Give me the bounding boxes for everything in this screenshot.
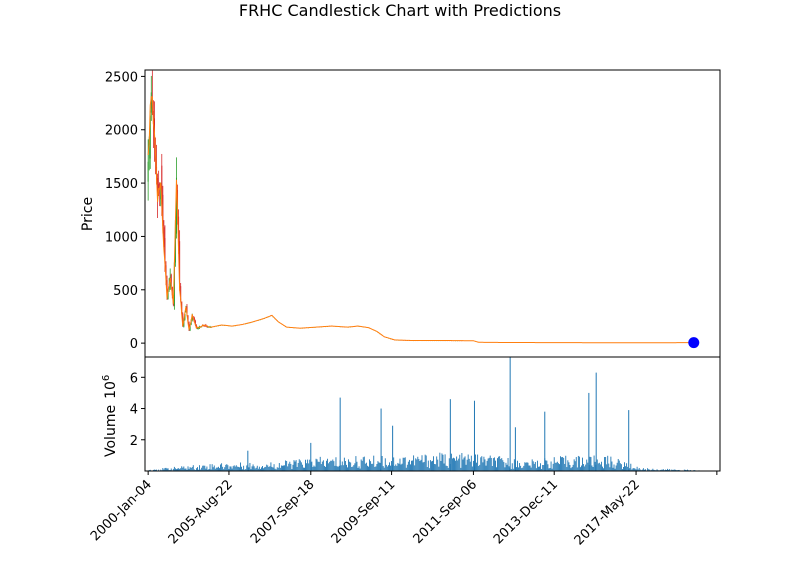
- candle-body: [149, 115, 151, 159]
- candle-body: [167, 291, 169, 300]
- price-ytick-label: 1000: [105, 230, 138, 245]
- candle-body: [204, 325, 206, 327]
- price-ylabel: Price: [80, 197, 96, 231]
- x-tick-label: 2013-Dec-11: [491, 477, 561, 547]
- x-tick-label: 2005-Aug-22: [166, 477, 236, 547]
- candle-body: [166, 280, 168, 299]
- candle-body: [150, 92, 152, 113]
- x-tick-label: 2000-Jan-04: [88, 477, 155, 544]
- candle-body: [194, 321, 196, 325]
- volume-ytick-label: 6: [130, 371, 138, 386]
- price-plot-area: 0 500 1000 1500 2000 2500: [105, 70, 700, 352]
- candle-body: [162, 194, 164, 226]
- volume-ylabel: Volume 106: [101, 375, 119, 457]
- volume-ytick-label: 4: [130, 403, 138, 418]
- candle-body: [206, 326, 208, 327]
- x-tick-label: 2009-Sep-11: [329, 477, 399, 547]
- volume-ytick-label: 2: [130, 434, 138, 449]
- candle-body: [191, 315, 193, 321]
- candle-body: [189, 325, 191, 331]
- candle-body: [159, 183, 161, 189]
- prediction-point: [688, 337, 700, 349]
- x-tick-label: 2007-Sep-18: [248, 477, 318, 547]
- volume-axes-frame: [144, 356, 721, 472]
- price-ytick-label: 500: [113, 284, 138, 299]
- price-axes-frame: [144, 69, 721, 358]
- candle-body: [179, 241, 181, 288]
- candle-body: [147, 161, 149, 182]
- x-tick-label: 2011-Sep-06: [411, 477, 481, 547]
- candle-body: [161, 165, 163, 205]
- candle-body: [182, 313, 184, 327]
- price-ytick-label: 0: [130, 337, 138, 352]
- candle-body: [184, 313, 186, 320]
- candle-body: [163, 227, 165, 248]
- price-ytick-label: 2000: [105, 124, 138, 139]
- candle-body: [164, 238, 166, 265]
- price-panel: 0 500 1000 1500 2000 2500 Price: [80, 69, 721, 358]
- price-ytick-label: 2500: [105, 70, 138, 85]
- candle-body: [196, 327, 198, 329]
- volume-ylabel-text: Volume: [103, 405, 119, 457]
- volume-scale-base: 10: [103, 381, 119, 399]
- candle-body: [170, 274, 172, 287]
- candle-body: [180, 286, 182, 301]
- chart-title: FRHC Candlestick Chart with Predictions: [239, 1, 561, 20]
- svg-text:Volume106: Volume 106: [101, 375, 119, 457]
- x-tick-label: 2017-May-22: [572, 477, 643, 548]
- candle-body: [173, 262, 175, 307]
- candle-body: [157, 178, 159, 200]
- close-price-line: [147, 96, 694, 344]
- volume-plot-area: 2 4 6: [130, 357, 700, 471]
- candle-body: [175, 177, 177, 234]
- volume-scale-exponent: 6: [101, 375, 112, 381]
- volume-panel: 246 Volume106: [101, 356, 721, 472]
- candle-body: [193, 318, 195, 322]
- x-axis: 2000-Jan-04 2005-Aug-22 2007-Sep-18 2009-Se…: [88, 471, 718, 548]
- price-ytick-label: 1500: [105, 177, 138, 192]
- candle-body: [188, 322, 190, 331]
